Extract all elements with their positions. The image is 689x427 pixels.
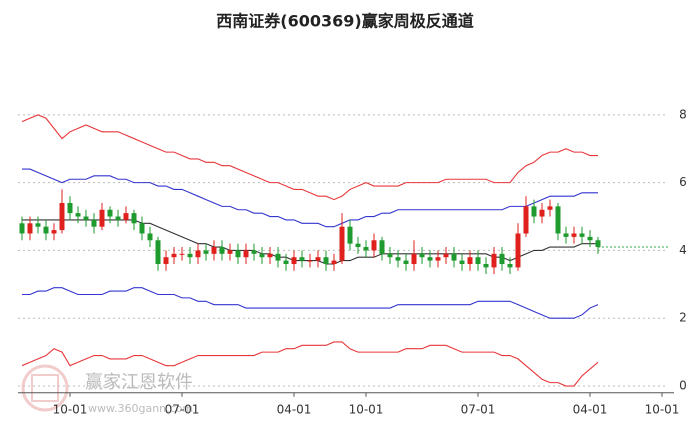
- chart-title: 西南证券(600369)赢家周极反通道: [216, 12, 473, 31]
- x-tick-label: 10-01: [53, 402, 88, 416]
- candle-body: [67, 202, 73, 214]
- candle-body: [467, 257, 473, 264]
- candle-body: [291, 257, 297, 264]
- y-tick-label: 2: [679, 311, 687, 325]
- candle-body: [147, 233, 153, 241]
- candle-body: [243, 250, 249, 258]
- candle-body: [227, 250, 233, 254]
- candle-body: [443, 253, 449, 258]
- y-tick-label: 8: [679, 107, 687, 121]
- candle-body: [139, 223, 145, 234]
- channel-line: [21, 341, 599, 387]
- candle-body: [491, 253, 497, 268]
- channel-line: [22, 168, 598, 228]
- candle-body: [299, 257, 305, 261]
- candle-body: [347, 226, 353, 244]
- candle-body: [75, 213, 81, 217]
- candle-body: [515, 233, 521, 268]
- y-tick-label: 4: [679, 243, 687, 257]
- candle-body: [275, 253, 281, 261]
- candle-body: [371, 240, 377, 251]
- candle-body: [555, 206, 561, 234]
- candle-body: [43, 226, 49, 234]
- candle-body: [339, 226, 345, 261]
- candle-body: [475, 257, 481, 264]
- candle-body: [435, 257, 441, 261]
- candle-body: [451, 253, 457, 261]
- candle-body: [459, 260, 465, 264]
- candle-body: [427, 257, 433, 261]
- candle-body: [403, 260, 409, 264]
- candle-body: [571, 233, 577, 237]
- candle-body: [323, 257, 329, 264]
- candle-body: [179, 253, 185, 255]
- candle-body: [51, 230, 57, 234]
- x-tick-label: 07-01: [461, 402, 496, 416]
- x-tick-label: 10-01: [349, 402, 384, 416]
- candle-body: [531, 206, 537, 217]
- candle-body: [99, 209, 105, 227]
- candle-body: [155, 240, 161, 264]
- candle-body: [595, 240, 601, 248]
- candle-body: [563, 233, 569, 237]
- candle-body: [587, 236, 593, 241]
- candle-body: [115, 216, 121, 220]
- candle-body: [19, 223, 25, 234]
- candle-body: [131, 213, 137, 224]
- y-tick-label: 0: [679, 379, 687, 393]
- candle-body: [203, 250, 209, 254]
- candle-body: [307, 260, 313, 262]
- candle-body: [507, 263, 513, 268]
- candle-body: [83, 216, 89, 220]
- candle-body: [35, 223, 41, 227]
- candle-body: [283, 260, 289, 264]
- x-tick-label: 10-01: [645, 402, 680, 416]
- candle-body: [195, 250, 201, 258]
- candle-body: [251, 250, 257, 254]
- candle-body: [107, 209, 113, 217]
- candle-body: [91, 219, 97, 227]
- channel-line: [21, 114, 598, 201]
- candle-body: [539, 209, 545, 217]
- candle-body: [123, 213, 129, 220]
- candle-body: [171, 253, 177, 258]
- candle-body: [547, 206, 553, 210]
- candle-body: [499, 253, 505, 264]
- candle-body: [419, 253, 425, 258]
- candle-body: [235, 250, 241, 258]
- candle-body: [315, 257, 321, 261]
- candle-body: [411, 253, 417, 264]
- candle-body: [331, 260, 337, 264]
- candle-body: [363, 247, 369, 251]
- candle-body: [355, 243, 361, 248]
- watermark-text: 赢家江恩软件: [85, 371, 193, 393]
- x-tick-label: 04-01: [573, 402, 608, 416]
- candle-body: [27, 223, 33, 234]
- candle-body: [267, 253, 273, 258]
- candle-body: [59, 202, 65, 231]
- candle-body: [579, 233, 585, 237]
- watermark-url: www.360gann.com: [88, 402, 193, 415]
- candle-body: [211, 247, 217, 254]
- candle-body: [395, 257, 401, 261]
- candle-body: [483, 263, 489, 268]
- candle-body: [219, 247, 225, 254]
- x-tick-label: 04-01: [277, 402, 312, 416]
- candle-body: [187, 253, 193, 258]
- candle-body: [163, 257, 169, 264]
- y-tick-label: 6: [679, 175, 687, 189]
- x-tick-label: 07-01: [165, 402, 200, 416]
- candle-body: [379, 240, 385, 254]
- watermark-logo: [21, 364, 69, 412]
- channel-line: [22, 287, 599, 319]
- candle-body: [523, 206, 529, 234]
- candle-body: [259, 253, 265, 258]
- candle-body: [387, 253, 393, 258]
